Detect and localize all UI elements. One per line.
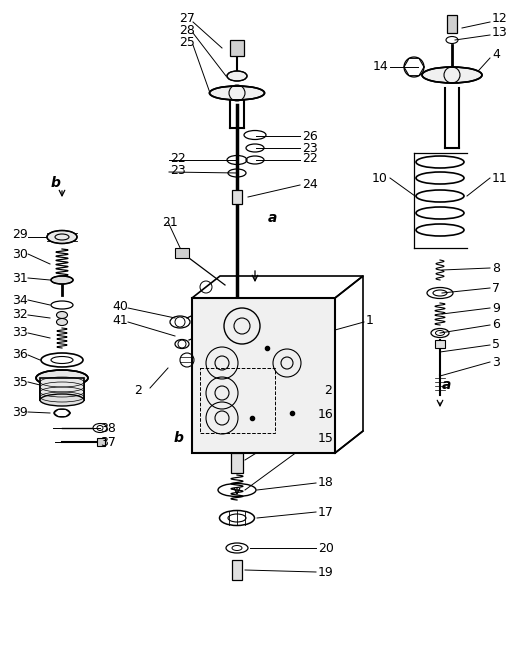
Text: 31: 31 [12, 272, 28, 284]
Ellipse shape [57, 312, 67, 319]
Text: 8: 8 [492, 261, 500, 275]
Text: 34: 34 [12, 293, 28, 306]
Text: 14: 14 [372, 61, 388, 74]
Bar [232, 190, 242, 204]
Text: b: b [173, 431, 183, 445]
Text: 20: 20 [318, 542, 334, 555]
Text: 36: 36 [12, 348, 28, 361]
Bar [192, 298, 335, 453]
Text: a: a [442, 378, 451, 392]
Text: 13: 13 [492, 26, 508, 39]
Ellipse shape [51, 276, 73, 284]
Text: 38: 38 [100, 421, 116, 435]
Text: 6: 6 [492, 319, 500, 332]
Ellipse shape [40, 394, 84, 406]
Text: 19: 19 [318, 566, 334, 579]
Bar [231, 453, 243, 473]
Text: 39: 39 [12, 406, 28, 419]
Text: 10: 10 [372, 172, 388, 184]
Text: 2: 2 [134, 384, 142, 397]
Text: b: b [51, 176, 61, 190]
Bar [435, 340, 445, 348]
Text: 37: 37 [100, 437, 116, 450]
Text: 33: 33 [12, 326, 28, 339]
Text: 24: 24 [302, 177, 318, 190]
Text: 26: 26 [302, 130, 318, 143]
Text: 35: 35 [12, 375, 28, 388]
Ellipse shape [210, 86, 265, 100]
Ellipse shape [57, 319, 67, 326]
Text: 28: 28 [179, 23, 195, 37]
Text: 7: 7 [492, 281, 500, 295]
Bar [175, 248, 189, 258]
Text: 15: 15 [318, 432, 334, 444]
Text: 9: 9 [492, 301, 500, 315]
Text: 22: 22 [170, 152, 186, 166]
Bar [232, 560, 242, 580]
Text: 12: 12 [492, 12, 508, 25]
Text: 41: 41 [112, 313, 128, 326]
Bar [230, 40, 244, 56]
Text: 1: 1 [366, 313, 374, 326]
Text: 23: 23 [302, 141, 318, 155]
Text: 17: 17 [318, 506, 334, 519]
Text: 5: 5 [492, 339, 500, 352]
Bar [40, 378, 84, 400]
Text: 18: 18 [318, 477, 334, 490]
Text: 32: 32 [12, 308, 28, 321]
Text: 29: 29 [12, 228, 28, 241]
Text: 40: 40 [112, 299, 128, 312]
Text: 23: 23 [170, 163, 186, 177]
Text: 21: 21 [162, 215, 178, 228]
Bar [200, 368, 275, 433]
Text: a: a [268, 211, 278, 225]
Ellipse shape [227, 71, 247, 81]
Text: 25: 25 [179, 37, 195, 50]
Ellipse shape [36, 370, 88, 386]
Bar [97, 438, 105, 446]
Text: 30: 30 [12, 248, 28, 261]
Ellipse shape [422, 67, 482, 83]
Text: 22: 22 [302, 152, 318, 166]
Text: 27: 27 [179, 12, 195, 25]
Text: 11: 11 [492, 172, 508, 184]
Ellipse shape [47, 230, 77, 244]
Text: 4: 4 [492, 48, 500, 61]
Text: 2: 2 [324, 384, 332, 397]
Text: 3: 3 [492, 355, 500, 368]
Bar [447, 15, 457, 33]
Text: 16: 16 [318, 408, 334, 421]
